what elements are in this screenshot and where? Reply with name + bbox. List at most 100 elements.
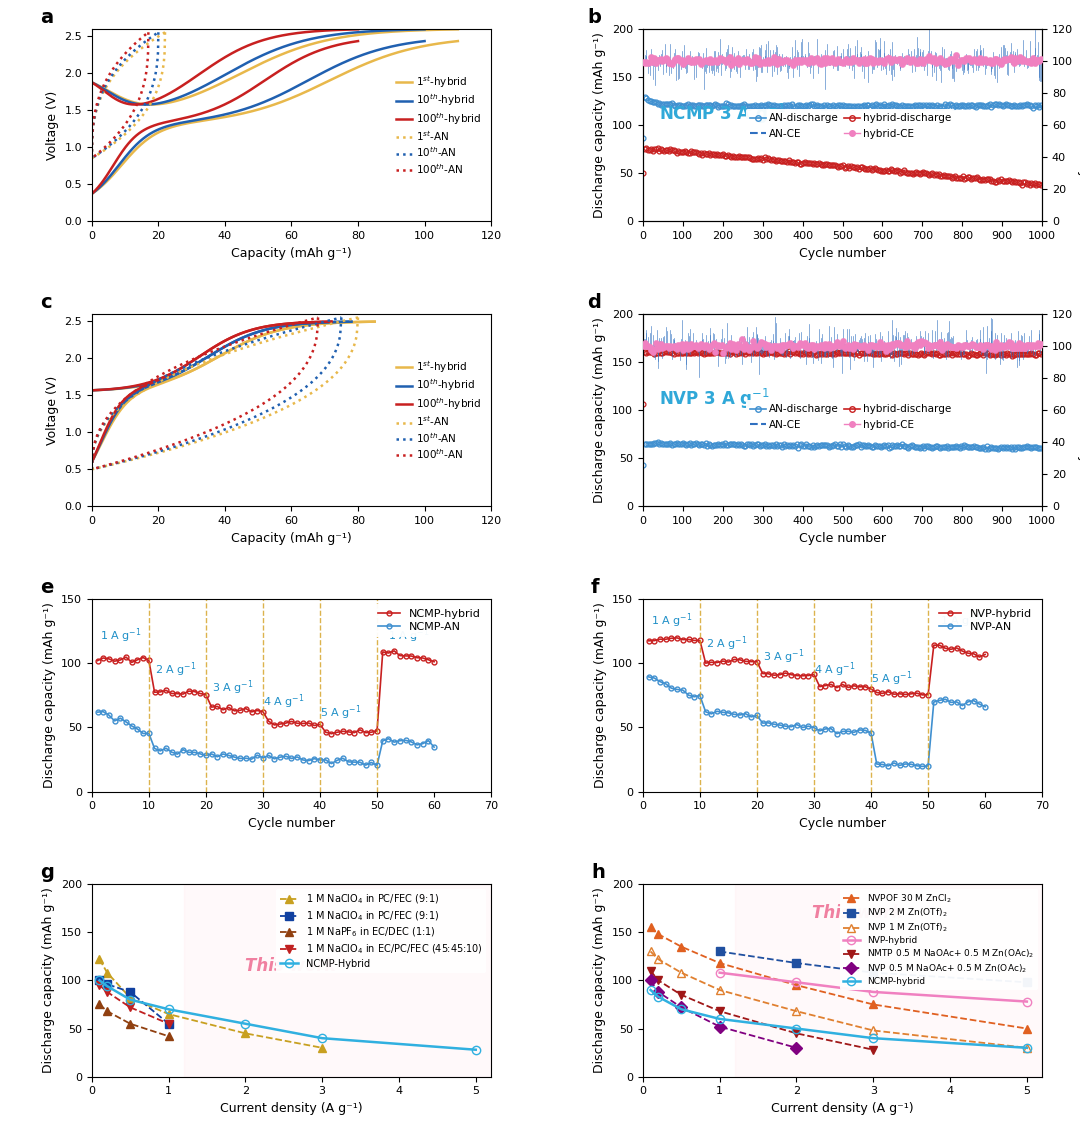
NCMP-AN xyxy=(205,748,218,761)
Line: NCMP-hybrid: NCMP-hybrid xyxy=(95,648,436,736)
Line: NCMP-Hybrid: NCMP-Hybrid xyxy=(95,976,480,1054)
Y-axis label: Voltage (V): Voltage (V) xyxy=(45,375,58,445)
1 M NaClO$_4$ in PC/FEC (9:1) xyxy=(100,977,113,991)
NVP-hybrid xyxy=(733,653,746,666)
NVPOF 30 M ZnCl$_2$ xyxy=(675,940,688,953)
Y-axis label: Discharge capacity (mAh g⁻¹): Discharge capacity (mAh g⁻¹) xyxy=(594,317,607,503)
NVP-hybrid xyxy=(978,648,991,662)
NVPOF 30 M ZnCl$_2$ xyxy=(789,978,802,992)
NCMP-AN xyxy=(183,745,195,759)
NVP-hybrid xyxy=(867,985,880,999)
NVP 0.5 M NaOAc+ 0.5 M Zn(OAc)$_2$ xyxy=(675,1000,688,1014)
NVP-AN xyxy=(751,709,764,722)
NVP 2 M Zn(OTf)$_2$ xyxy=(789,957,802,970)
X-axis label: Cycle number: Cycle number xyxy=(799,817,886,830)
Text: d: d xyxy=(586,293,600,312)
NCMP-hybrid xyxy=(428,655,441,669)
NVP-AN xyxy=(699,705,712,719)
X-axis label: Current density (A g⁻¹): Current density (A g⁻¹) xyxy=(220,1102,363,1114)
NCMP-hybrid xyxy=(388,644,401,657)
Line: NVP-hybrid: NVP-hybrid xyxy=(715,968,1031,1006)
NCMP-hybrid xyxy=(789,1022,802,1036)
Y-axis label: Discharge capacity (mAh g⁻¹): Discharge capacity (mAh g⁻¹) xyxy=(42,602,55,789)
NCMP-AN xyxy=(428,741,441,754)
X-axis label: Cycle number: Cycle number xyxy=(248,817,335,830)
NVP-hybrid xyxy=(756,666,769,680)
NVP 1 M Zn(OTf)$_2$ xyxy=(644,944,657,958)
Line: NVPOF 30 M ZnCl$_2$: NVPOF 30 M ZnCl$_2$ xyxy=(647,924,1031,1033)
Line: NVP 0.5 M NaOAc+ 0.5 M Zn(OAc)$_2$: NVP 0.5 M NaOAc+ 0.5 M Zn(OAc)$_2$ xyxy=(647,976,800,1052)
Text: e: e xyxy=(40,578,53,597)
Y-axis label: Discharge capacity (mAh g⁻¹): Discharge capacity (mAh g⁻¹) xyxy=(594,32,607,218)
NCMP-AN xyxy=(91,705,104,719)
NCMP-hybrid xyxy=(177,687,190,701)
Legend: 1 M NaClO$_4$ in PC/FEC (9:1), 1 M NaClO$_4$ in PC/FEC (9:1), 1 M NaPF$_6$ in EC: 1 M NaClO$_4$ in PC/FEC (9:1), 1 M NaClO… xyxy=(276,889,486,973)
Legend: NCMP-hybrid, NCMP-AN: NCMP-hybrid, NCMP-AN xyxy=(374,605,486,637)
Y-axis label: Discharge capacity (mAh g⁻¹): Discharge capacity (mAh g⁻¹) xyxy=(42,887,55,1073)
NCMP-Hybrid xyxy=(239,1017,252,1031)
Line: NVP-hybrid: NVP-hybrid xyxy=(646,636,987,697)
1 M NaClO$_4$ in PC/FEC (9:1) xyxy=(124,985,137,999)
Bar xyxy=(735,884,1042,1077)
NCMP-hybrid xyxy=(867,1031,880,1045)
NVP 1 M Zn(OTf)$_2$ xyxy=(1021,1041,1034,1055)
NCMP-hybrid xyxy=(713,1012,726,1025)
Line: NVP-AN: NVP-AN xyxy=(646,674,987,769)
Line: 1 M NaClO$_4$ in PC/FEC (9:1): 1 M NaClO$_4$ in PC/FEC (9:1) xyxy=(95,956,326,1052)
NVP-hybrid xyxy=(859,680,872,694)
NCMP-hybrid xyxy=(675,1002,688,1016)
Line: 1 M NaClO$_4$ in EC/PC/FEC (45:45:10): 1 M NaClO$_4$ in EC/PC/FEC (45:45:10) xyxy=(95,981,173,1028)
Text: 3 A g$^{-1}$: 3 A g$^{-1}$ xyxy=(762,647,805,666)
Y-axis label: Discharge capacity (mAh g⁻¹): Discharge capacity (mAh g⁻¹) xyxy=(594,602,607,789)
NCMP-hybrid xyxy=(205,701,218,714)
NCMP-Hybrid xyxy=(93,974,106,988)
NVP 1 M Zn(OTf)$_2$ xyxy=(713,983,726,997)
NVP 0.5 M NaOAc+ 0.5 M Zn(OAc)$_2$ xyxy=(651,985,664,999)
NVP-hybrid xyxy=(1021,994,1034,1008)
1 M NaClO$_4$ in EC/PC/FEC (45:45:10) xyxy=(93,978,106,992)
NVP-hybrid xyxy=(745,655,758,669)
Y-axis label: Coulombic efficiency (%): Coulombic efficiency (%) xyxy=(1077,331,1080,488)
NVPOF 30 M ZnCl$_2$ xyxy=(713,957,726,970)
Line: NCMP-AN: NCMP-AN xyxy=(95,710,436,768)
Text: h: h xyxy=(591,863,605,882)
NVP-AN xyxy=(756,717,769,730)
Text: This work: This work xyxy=(245,957,336,975)
Legend: 1$^{st}$-hybrid, 10$^{th}$-hybrid, 100$^{th}$-hybrid, 1$^{st}$-AN, 10$^{th}$-AN,: 1$^{st}$-hybrid, 10$^{th}$-hybrid, 100$^… xyxy=(392,70,486,179)
NCMP-hybrid xyxy=(1021,1041,1034,1055)
Text: f: f xyxy=(591,578,599,597)
Text: This work: This work xyxy=(812,904,903,921)
Line: 1 M NaClO$_4$ in PC/FEC (9:1): 1 M NaClO$_4$ in PC/FEC (9:1) xyxy=(95,976,173,1028)
1 M NaClO$_4$ in PC/FEC (9:1) xyxy=(315,1041,328,1055)
NCMP-AN xyxy=(153,744,166,758)
1 M NaClO$_4$ in PC/FEC (9:1) xyxy=(93,974,106,988)
Text: 1 A g$^{-1}$: 1 A g$^{-1}$ xyxy=(100,626,143,646)
Text: b: b xyxy=(586,8,600,26)
Text: 2 A g$^{-1}$: 2 A g$^{-1}$ xyxy=(154,661,197,679)
NCMP-AN xyxy=(308,752,321,766)
X-axis label: Cycle number: Cycle number xyxy=(799,531,886,545)
1 M NaClO$_4$ in EC/PC/FEC (45:45:10) xyxy=(162,1017,175,1031)
Line: NVP 1 M Zn(OTf)$_2$: NVP 1 M Zn(OTf)$_2$ xyxy=(647,948,1031,1052)
Line: NCMP-hybrid: NCMP-hybrid xyxy=(647,985,1031,1052)
1 M NaClO$_4$ in PC/FEC (9:1) xyxy=(162,1017,175,1031)
X-axis label: Current density (A g⁻¹): Current density (A g⁻¹) xyxy=(771,1102,914,1114)
NVPOF 30 M ZnCl$_2$ xyxy=(651,927,664,941)
Legend: NVP-hybrid, NVP-AN: NVP-hybrid, NVP-AN xyxy=(934,605,1037,637)
NCMP-Hybrid xyxy=(124,993,137,1007)
Text: NVP 3 A g$^{-1}$: NVP 3 A g$^{-1}$ xyxy=(659,387,770,411)
NVP-AN xyxy=(916,760,929,774)
NCMP-AN xyxy=(370,759,383,773)
NCMP-Hybrid xyxy=(162,1002,175,1016)
X-axis label: Capacity (mAh g⁻¹): Capacity (mAh g⁻¹) xyxy=(231,531,352,545)
Text: 2 A g$^{-1}$: 2 A g$^{-1}$ xyxy=(705,634,747,653)
Bar xyxy=(184,884,491,1077)
Legend: AN-discharge, AN-CE, hybrid-discharge, hybrid-CE: AN-discharge, AN-CE, hybrid-discharge, h… xyxy=(746,400,955,433)
Legend: AN-discharge, AN-CE, hybrid-discharge, hybrid-CE: AN-discharge, AN-CE, hybrid-discharge, h… xyxy=(746,110,955,143)
NVP-AN xyxy=(853,724,866,737)
NVP-hybrid xyxy=(713,966,726,980)
NVP-AN xyxy=(978,700,991,713)
X-axis label: Capacity (mAh g⁻¹): Capacity (mAh g⁻¹) xyxy=(231,247,352,259)
NCMP-AN xyxy=(211,750,224,764)
NMTP 0.5 M NaOAc+ 0.5 M Zn(OAc)$_2$ xyxy=(651,974,664,988)
